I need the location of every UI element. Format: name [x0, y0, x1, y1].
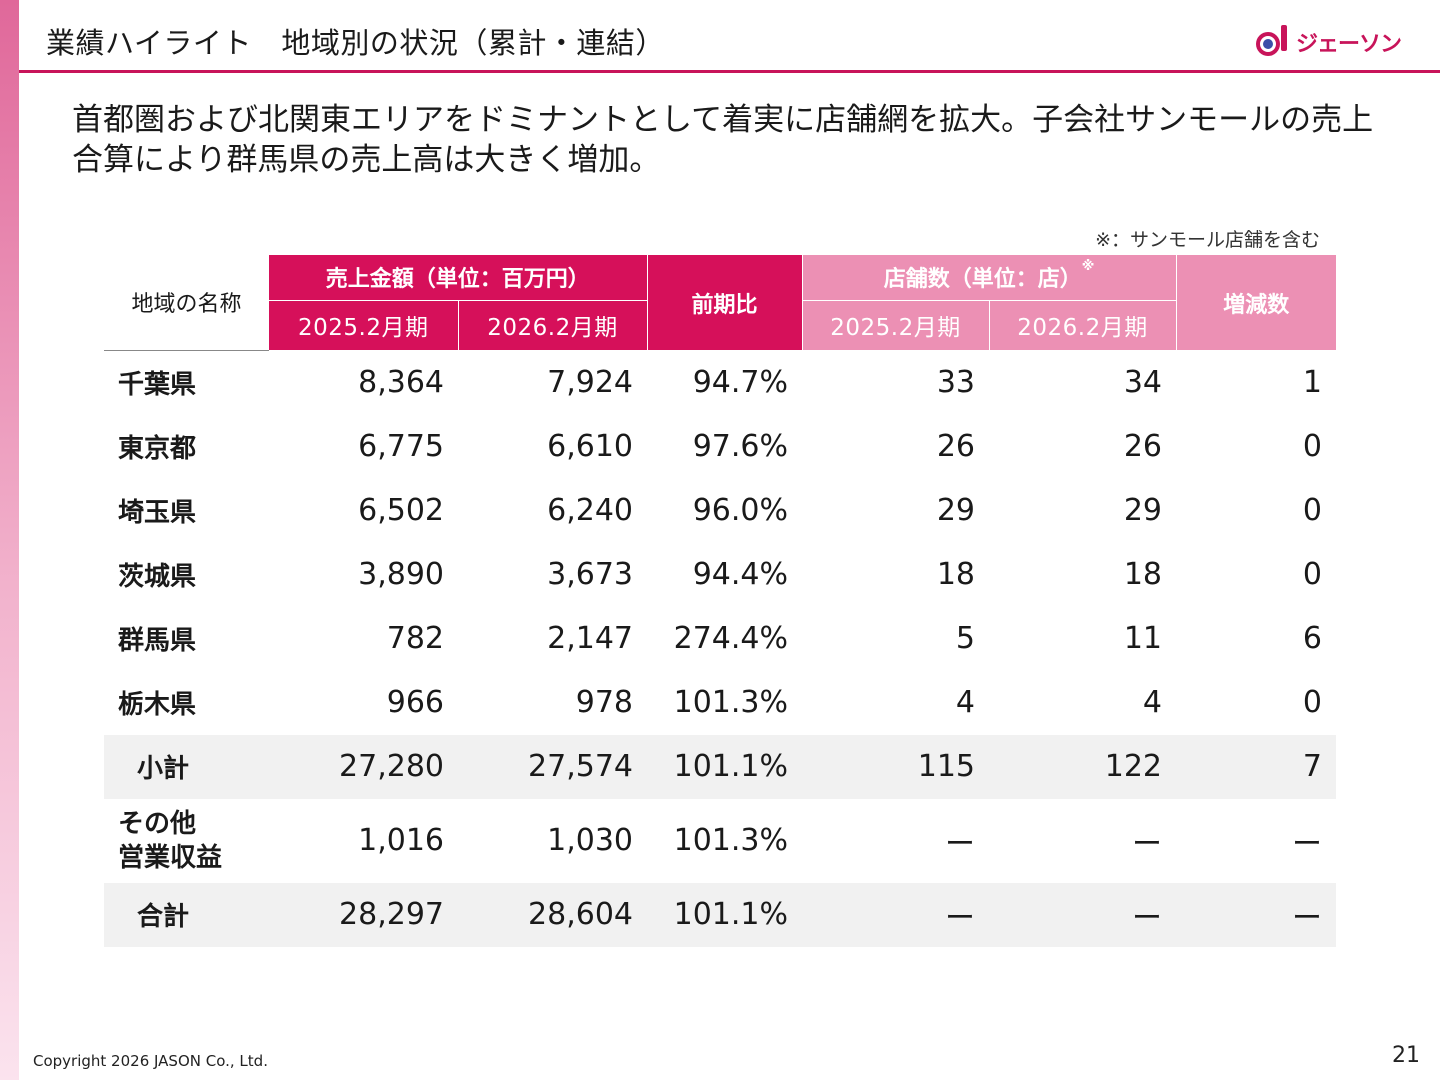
title-divider [19, 70, 1440, 73]
lead-text: 首都圏および北関東エリアをドミナントとして着実に店舗網を拡大。子会社サンモールの… [72, 100, 1382, 180]
other-revenue-row: その他 営業収益 1,016 1,030 101.3% ー ー ー [104, 799, 1336, 883]
company-logo: ジェーソン [1254, 22, 1402, 60]
header-stores-mark: ※ [1081, 259, 1095, 275]
sales-prev: 6,502 [358, 493, 444, 528]
yoy-ratio: 101.3% [673, 823, 789, 858]
stores-prev: 33 [936, 364, 976, 400]
sales-prev: 6,775 [358, 429, 444, 464]
header-stores-group: 店舗数（単位：店）※ [801, 255, 1177, 300]
sales-curr: 27,574 [458, 734, 648, 799]
lead-line-1: 首都圏および北関東エリアをドミナントとして着実に店舗網を拡大。子会社サンモールの… [72, 102, 1374, 138]
header-stores-curr: 2026.2月期 [988, 299, 1177, 350]
stores-curr: 26 [1123, 429, 1163, 464]
regional-results-table: 地域の名称 売上金額（単位：百万円） 前期比 店舗数（単位：店）※ 増減数 20… [104, 255, 1337, 947]
table-row: 埼玉県 6,502 6,240 96.0% 29 29 0 [104, 479, 1336, 543]
stores-curr: 11 [1123, 621, 1163, 656]
region-name: 茨城県 [118, 562, 197, 592]
stores-curr: ー [1132, 826, 1163, 862]
sales-curr: 1,030 [547, 823, 634, 858]
sales-curr: 28,604 [458, 882, 648, 947]
stores-curr: 34 [1123, 364, 1163, 400]
sales-prev: 8,364 [358, 364, 444, 400]
header-sales-group: 売上金額（単位：百万円） [269, 255, 648, 300]
other-revenue-label-line-1: その他 [118, 808, 197, 839]
slide-title: 業績ハイライト 地域別の状況（累計・連結） [46, 26, 665, 60]
yoy-ratio: 94.7% [692, 364, 789, 400]
yoy-ratio: 101.1% [647, 882, 803, 947]
header-stores-label: 店舗数（単位：店） [883, 267, 1082, 293]
yoy-ratio: 101.3% [673, 685, 789, 720]
yoy-ratio: 97.6% [692, 429, 789, 464]
stores-curr: 122 [989, 734, 1177, 799]
copyright: Copyright 2026 JASON Co., Ltd. [33, 1052, 268, 1070]
region-name: 千葉県 [118, 370, 197, 400]
stores-prev: 29 [936, 493, 976, 528]
stores-change: 0 [1302, 685, 1323, 720]
stores-change: ー [1176, 882, 1337, 947]
stores-change: ー [1292, 826, 1323, 862]
total-row: 合計 28,297 28,604 101.1% ー ー ー [104, 882, 1337, 947]
header-sales-curr: 2026.2月期 [457, 299, 648, 350]
subtotal-row: 小計 27,280 27,574 101.1% 115 122 7 [104, 734, 1337, 799]
stores-prev: 26 [936, 429, 976, 464]
page-number: 21 [1392, 1043, 1420, 1068]
yoy-ratio: 96.0% [692, 493, 789, 528]
stores-change: 0 [1302, 429, 1323, 464]
sales-prev: 1,016 [358, 823, 444, 858]
lead-line-2: 合算により群馬県の売上高は大きく増加。 [72, 142, 661, 178]
yoy-ratio: 101.1% [647, 734, 803, 799]
sales-prev: 28,297 [269, 882, 458, 947]
left-accent-bar [0, 0, 19, 1080]
sales-curr: 6,240 [547, 493, 634, 528]
stores-prev: ー [802, 882, 990, 947]
stores-change: 7 [1176, 734, 1337, 799]
stores-curr: 18 [1123, 557, 1163, 592]
header-sales-prev: 2025.2月期 [269, 299, 458, 350]
stores-change: 0 [1302, 557, 1323, 592]
stores-curr: 4 [1142, 685, 1163, 720]
stores-change: 6 [1302, 621, 1323, 656]
other-revenue-label: その他 営業収益 [104, 799, 269, 883]
stores-change: 1 [1302, 364, 1323, 400]
sales-curr: 6,610 [547, 429, 634, 464]
stores-prev: 4 [955, 685, 976, 720]
sales-curr: 2,147 [547, 621, 634, 656]
table-row: 茨城県 3,890 3,673 94.4% 18 18 0 [104, 543, 1336, 607]
footnote-note: ※：サンモール店舗を含む [1095, 229, 1320, 251]
total-label: 合計 [104, 882, 269, 947]
stores-curr: 29 [1123, 493, 1163, 528]
sales-prev: 27,280 [269, 734, 458, 799]
header-region: 地域の名称 [104, 255, 269, 351]
yoy-ratio: 274.4% [673, 621, 789, 656]
subtotal-label: 小計 [104, 734, 269, 799]
stores-change: 0 [1302, 493, 1323, 528]
header-change: 増減数 [1175, 255, 1337, 350]
sales-prev: 3,890 [358, 557, 444, 592]
sales-curr: 978 [575, 685, 634, 720]
yoy-ratio: 94.4% [692, 557, 789, 592]
table-row: 栃木県 966 978 101.3% 4 4 0 [104, 671, 1336, 735]
stores-prev: 18 [936, 557, 976, 592]
sales-prev: 782 [386, 621, 444, 656]
stores-curr: ー [989, 882, 1177, 947]
region-name: 東京都 [118, 434, 197, 464]
logo-mark-icon [1256, 25, 1287, 56]
stores-prev: ー [945, 826, 976, 862]
region-name: 埼玉県 [118, 498, 197, 528]
logo-text: ジェーソン [1296, 32, 1402, 57]
stores-prev: 115 [802, 734, 990, 799]
table-row: 千葉県 8,364 7,924 94.7% 33 34 1 [104, 350, 1336, 415]
region-name: 栃木県 [118, 690, 197, 720]
stores-prev: 5 [955, 621, 976, 656]
header-ratio: 前期比 [646, 255, 803, 350]
sales-curr: 7,924 [547, 364, 634, 400]
header-stores-prev: 2025.2月期 [801, 299, 990, 350]
sales-prev: 966 [386, 685, 444, 720]
region-name: 群馬県 [118, 626, 197, 656]
table-row: 東京都 6,775 6,610 97.6% 26 26 0 [104, 415, 1336, 479]
other-revenue-label-line-2: 営業収益 [118, 842, 223, 873]
table-row: 群馬県 782 2,147 274.4% 5 11 6 [104, 607, 1336, 671]
sales-curr: 3,673 [547, 557, 634, 592]
